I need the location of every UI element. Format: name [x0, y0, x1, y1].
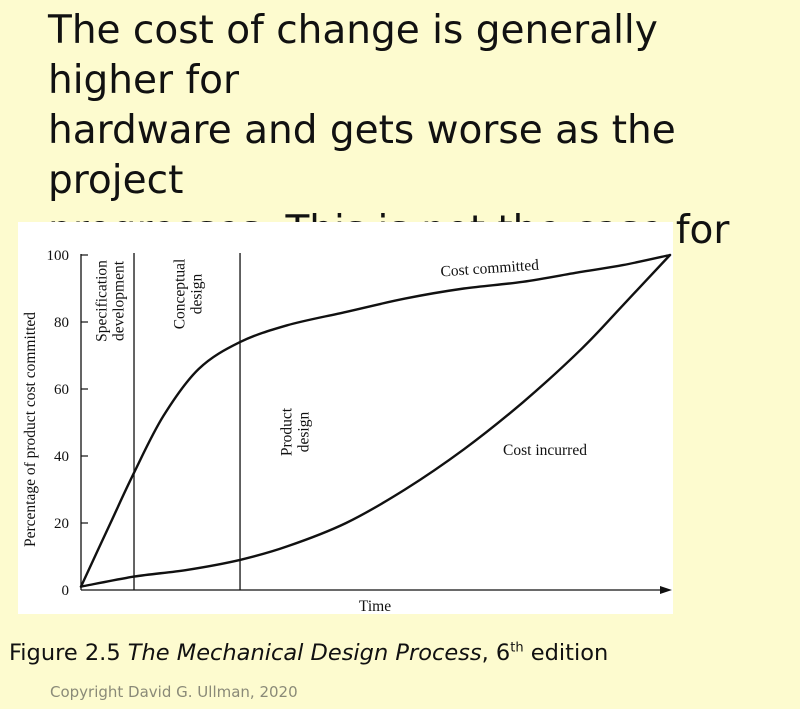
phase-label-line: Conceptual: [172, 259, 189, 330]
series-label: Cost committed: [440, 257, 540, 281]
title-line: hardware and gets worse as the project: [48, 108, 676, 203]
chart-figure: 0 20 40 60 80 100 Percentage of product cost …: [18, 222, 673, 614]
x-axis-title: Time: [359, 598, 391, 614]
phase-label: Conceptual design: [172, 259, 206, 330]
caption-prefix: Figure 2.5: [9, 640, 128, 666]
y-tick-label: 100: [47, 248, 70, 264]
x-axis-arrowhead: [660, 586, 672, 594]
series-label: Cost incurred: [503, 442, 587, 459]
phase-label-line: design: [296, 412, 313, 453]
copyright-notice: Copyright David G. Ullman, 2020: [50, 683, 298, 701]
y-tick-label: 60: [54, 382, 69, 398]
figure-caption: Figure 2.5 The Mechanical Design Process…: [9, 640, 608, 666]
phase-label-line: development: [111, 260, 128, 341]
caption-book-title: The Mechanical Design Process: [127, 640, 482, 666]
phase-label-line: Specification: [94, 260, 111, 342]
phase-label: Specification development: [94, 260, 128, 342]
cost-incurred-curve: [79, 253, 672, 588]
y-tick-label: 40: [54, 449, 69, 465]
y-tick-label: 80: [54, 315, 69, 331]
y-axis-title: Percentage of product cost committed: [22, 312, 39, 547]
caption-edition-suffix: th: [510, 640, 524, 656]
phase-label: Product design: [279, 407, 313, 456]
phase-label-line: design: [189, 274, 206, 315]
caption-edition-number: , 6: [481, 640, 511, 666]
title-line: The cost of change is generally higher f…: [48, 8, 658, 103]
phase-label-line: Product: [279, 407, 296, 456]
cost-curve-chart: 0 20 40 60 80 100 Percentage of product cost …: [22, 248, 672, 614]
y-tick-label: 20: [54, 516, 69, 532]
cost-committed-curve: [79, 253, 672, 588]
y-tick-label: 0: [62, 583, 70, 599]
caption-edition-word: edition: [523, 640, 609, 666]
